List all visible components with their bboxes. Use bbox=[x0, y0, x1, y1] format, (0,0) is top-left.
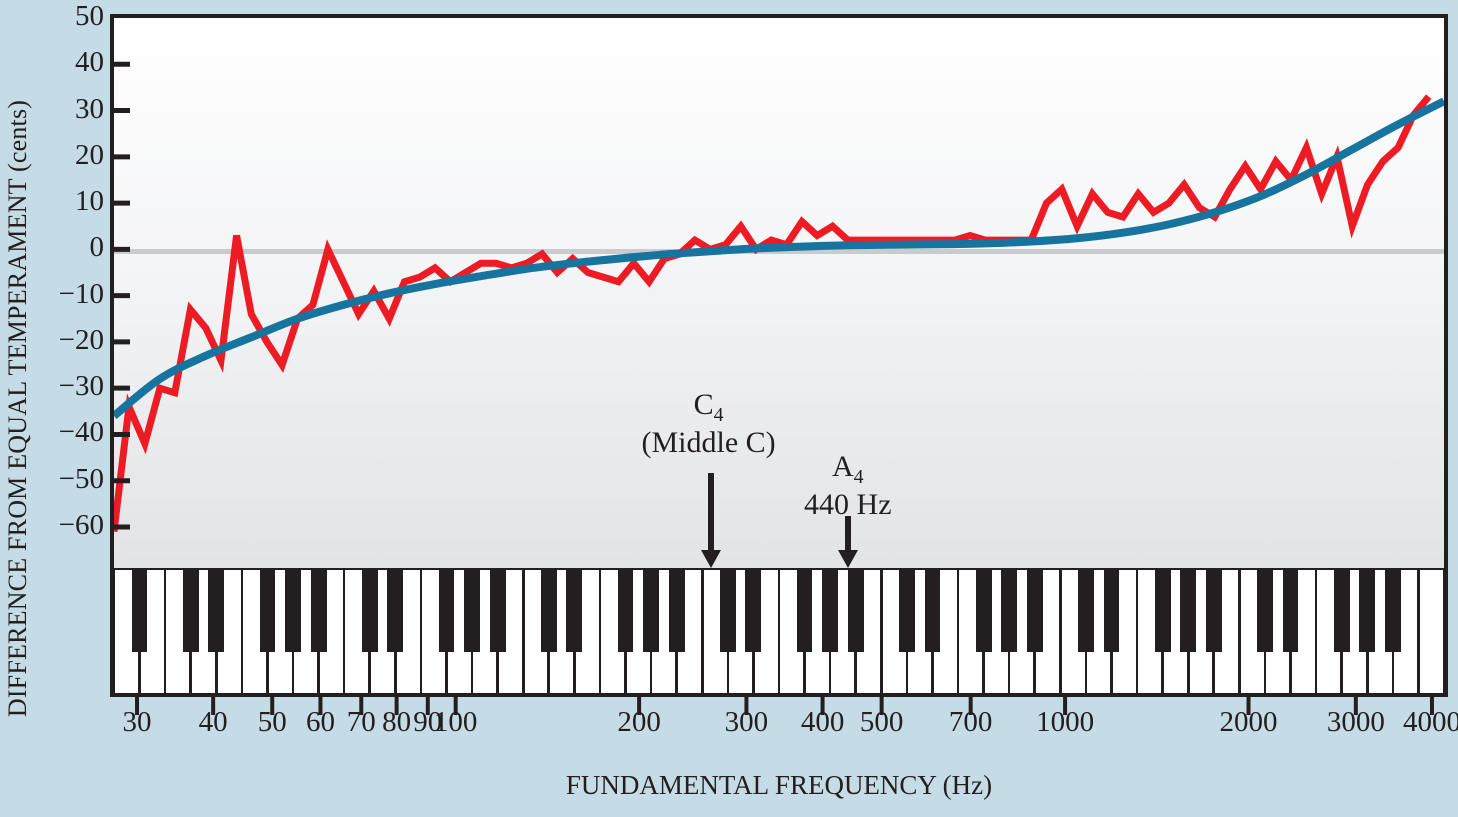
y-tick-label: −50 bbox=[58, 462, 104, 495]
annotation-octave: 4 bbox=[853, 466, 864, 488]
black-key bbox=[182, 568, 199, 652]
black-key bbox=[847, 568, 864, 652]
black-key bbox=[1205, 568, 1222, 652]
black-key bbox=[1282, 568, 1299, 652]
annotation-line-2: 440 Hz bbox=[804, 488, 892, 522]
y-tick-label: 0 bbox=[89, 231, 105, 264]
x-tick-label: 100 bbox=[433, 706, 478, 738]
black-key bbox=[643, 568, 660, 652]
black-key bbox=[310, 568, 327, 652]
white-key bbox=[1419, 570, 1443, 693]
y-tick-label: −30 bbox=[58, 370, 104, 403]
x-tick-label: 70 bbox=[346, 706, 376, 738]
y-tick-label: −20 bbox=[58, 323, 104, 356]
x-tick-label: 500 bbox=[859, 706, 904, 738]
black-key bbox=[822, 568, 839, 652]
x-tick-label: 50 bbox=[257, 706, 287, 738]
y-tick-label: −60 bbox=[58, 508, 104, 541]
black-key bbox=[131, 568, 148, 652]
zero-reference-line bbox=[114, 249, 1444, 254]
y-tick-label: 40 bbox=[75, 46, 104, 79]
x-tick-label: 4000 bbox=[1402, 706, 1458, 738]
black-key bbox=[361, 568, 378, 652]
black-key bbox=[1077, 568, 1094, 652]
black-key bbox=[1001, 568, 1018, 652]
black-key bbox=[464, 568, 480, 652]
piano-keyboard bbox=[114, 568, 1444, 693]
black-key bbox=[566, 568, 583, 652]
annotation-arrow-middle-c bbox=[700, 473, 721, 568]
black-key bbox=[489, 568, 506, 652]
black-key bbox=[796, 568, 813, 652]
x-tick-label: 90 bbox=[413, 706, 443, 738]
black-key bbox=[719, 568, 736, 652]
black-key bbox=[387, 568, 404, 652]
black-key bbox=[1103, 568, 1120, 652]
x-tick-label: 30 bbox=[122, 706, 152, 738]
plot-area: C4 (Middle C) A4 440 Hz bbox=[110, 14, 1448, 697]
y-tick-label: 50 bbox=[75, 0, 104, 32]
x-tick-label: 40 bbox=[198, 706, 228, 738]
black-key bbox=[745, 568, 762, 652]
x-tick-label: 700 bbox=[948, 706, 993, 738]
black-key bbox=[1257, 568, 1273, 652]
y-tick-label: −10 bbox=[58, 277, 104, 310]
annotation-line-2: (Middle C) bbox=[641, 426, 776, 460]
black-key bbox=[975, 568, 992, 652]
x-tick-label: 1000 bbox=[1036, 706, 1095, 738]
black-key bbox=[208, 568, 225, 652]
annotation-line-1: A4 bbox=[698, 450, 998, 488]
black-key bbox=[617, 568, 634, 652]
x-tick-label: 300 bbox=[724, 706, 769, 738]
x-tick-label: 400 bbox=[800, 706, 845, 738]
black-key bbox=[924, 568, 941, 652]
black-key bbox=[540, 568, 557, 652]
black-key bbox=[1384, 568, 1401, 652]
y-tick-label: 20 bbox=[75, 138, 104, 171]
black-key bbox=[438, 568, 455, 652]
black-key bbox=[898, 568, 915, 652]
annotation-a440: A4 440 Hz bbox=[698, 450, 998, 522]
y-tick-label: 30 bbox=[75, 92, 104, 125]
black-key bbox=[1333, 568, 1350, 652]
black-key bbox=[1154, 568, 1171, 652]
y-axis-tick-labels: 50 40 30 20 10 0 −10 −20 −30 −40 −50 −60 bbox=[36, 0, 104, 600]
x-axis-title: FUNDAMENTAL FREQUENCY (Hz) bbox=[565, 770, 993, 800]
x-tick-label: 2000 bbox=[1219, 706, 1278, 738]
x-tick-label: 80 bbox=[382, 706, 412, 738]
black-key bbox=[259, 568, 276, 652]
annotation-arrow-a440 bbox=[837, 516, 858, 568]
smoothed-railsback-line bbox=[114, 97, 1444, 420]
y-tick-label: −40 bbox=[58, 416, 104, 449]
annotation-note: A bbox=[832, 450, 854, 483]
x-tick-label: 60 bbox=[305, 706, 335, 738]
black-key bbox=[1026, 568, 1043, 652]
annotation-octave: 4 bbox=[713, 404, 724, 426]
x-tick-label: 3000 bbox=[1326, 706, 1385, 738]
x-tick-label: 200 bbox=[617, 706, 661, 738]
annotation-note: C bbox=[693, 388, 714, 421]
black-key bbox=[1180, 568, 1197, 652]
annotation-middle-c: C4 (Middle C) bbox=[559, 388, 859, 460]
annotation-line-1: C4 bbox=[559, 388, 859, 426]
black-key bbox=[285, 568, 301, 652]
y-tick-label: 10 bbox=[75, 185, 104, 218]
plot-background bbox=[114, 18, 1444, 568]
black-key bbox=[1359, 568, 1376, 652]
black-key bbox=[668, 568, 685, 652]
data-series-layer bbox=[114, 94, 1444, 533]
